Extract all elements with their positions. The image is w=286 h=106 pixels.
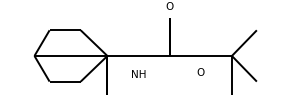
Text: NH: NH	[131, 70, 146, 80]
Text: O: O	[197, 68, 205, 78]
Text: O: O	[166, 2, 174, 12]
